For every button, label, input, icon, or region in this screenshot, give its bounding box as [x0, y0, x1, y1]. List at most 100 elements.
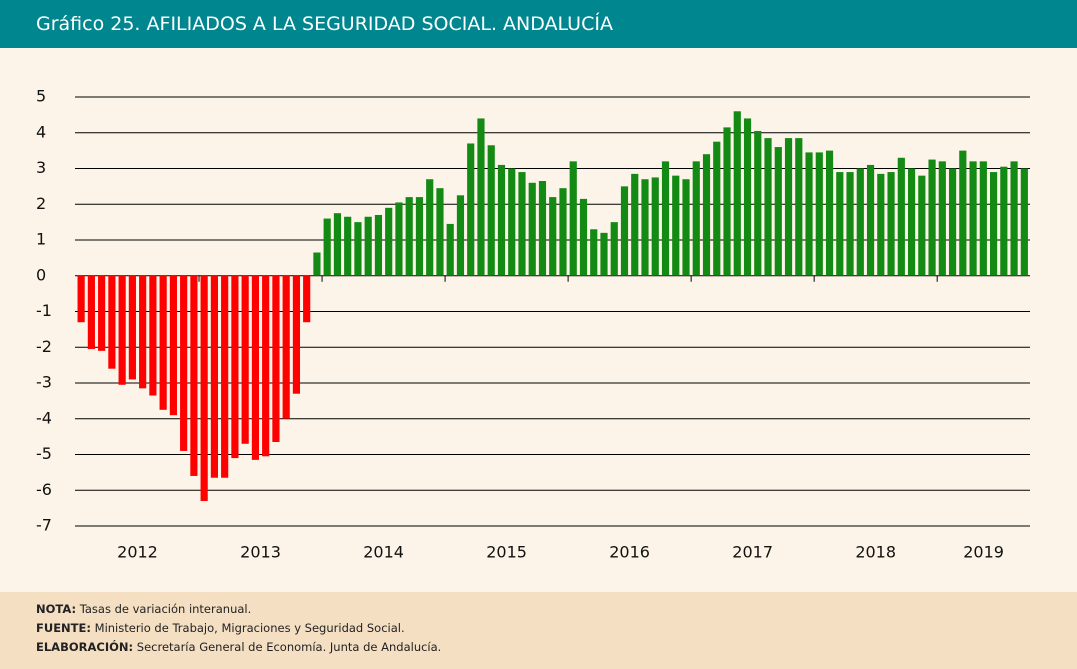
y-tick-label: -2 — [36, 337, 52, 356]
x-tick-label: 2014 — [363, 543, 404, 562]
bar — [815, 152, 823, 276]
note-text: Secretaría General de Economía. Junta de… — [136, 640, 442, 654]
note-label: FUENTE: — [36, 621, 91, 635]
bar — [354, 222, 362, 276]
bar — [764, 138, 772, 276]
bar — [518, 172, 526, 276]
bar — [1020, 168, 1028, 276]
bar — [446, 223, 454, 276]
bar — [897, 157, 905, 276]
bar — [487, 145, 495, 276]
bar — [692, 161, 700, 276]
y-tick-label: 5 — [36, 87, 46, 106]
bar — [415, 197, 424, 276]
bar — [405, 197, 413, 276]
note-label: NOTA: — [36, 602, 77, 616]
bar — [180, 275, 188, 451]
note: ELABORACIÓN: Secretaría General de Econo… — [36, 638, 1077, 657]
bar — [651, 177, 659, 276]
bar — [959, 150, 967, 276]
bar — [856, 168, 864, 276]
bar — [620, 186, 629, 276]
note: NOTA: Tasas de variación interanual. — [36, 600, 1077, 619]
bar — [139, 275, 147, 389]
bar — [395, 202, 403, 276]
bar — [385, 207, 393, 276]
bar — [918, 175, 926, 276]
bar — [989, 172, 998, 276]
chart: -7 -6 -5 -4 -3 -2 -1 0 1 2 3 4 5 2012 2013 2014 2015 2016… — [36, 87, 1030, 562]
bar — [456, 195, 465, 276]
bar — [774, 147, 782, 276]
y-tick-label: 3 — [36, 158, 46, 177]
y-tick-label: -5 — [36, 444, 52, 463]
y-tick-label: -6 — [36, 480, 52, 499]
bar — [631, 173, 639, 276]
bar — [559, 188, 567, 276]
bar — [87, 275, 95, 350]
x-tick-label: 2016 — [609, 543, 650, 562]
note-label: ELABORACIÓN: — [36, 640, 134, 654]
bar — [364, 216, 372, 276]
bar — [877, 173, 885, 276]
bar — [1010, 161, 1018, 276]
bar — [948, 168, 957, 276]
bar — [590, 229, 598, 276]
bar — [928, 159, 936, 276]
bar — [610, 222, 618, 276]
bar — [979, 161, 987, 276]
bar — [282, 275, 290, 419]
x-tick-label: 2012 — [117, 543, 158, 562]
y-tick-label: 1 — [36, 230, 46, 249]
bar — [467, 143, 475, 276]
bar — [579, 198, 588, 276]
bar — [323, 218, 331, 276]
bar — [128, 275, 136, 380]
bar — [292, 275, 301, 394]
bar — [497, 164, 506, 276]
bar — [754, 130, 762, 276]
bar — [169, 275, 177, 416]
bar — [77, 275, 85, 323]
bar — [538, 181, 547, 276]
bar — [866, 164, 875, 276]
note-text: Ministerio de Trabajo, Migraciones y Seg… — [94, 621, 405, 635]
bar — [795, 138, 803, 276]
bar — [938, 161, 946, 276]
bar — [108, 275, 116, 369]
bar — [200, 275, 208, 501]
bar — [672, 175, 680, 276]
bar — [569, 161, 577, 276]
bar — [374, 214, 383, 276]
bar — [743, 118, 752, 276]
bar — [149, 275, 157, 396]
x-tick-label: 2018 — [855, 543, 896, 562]
bar — [436, 188, 444, 276]
bar — [508, 168, 516, 276]
bar — [241, 275, 249, 444]
bar — [836, 172, 844, 276]
bar — [805, 152, 813, 276]
bar — [723, 127, 731, 276]
bar — [221, 275, 229, 478]
y-tick-label: 4 — [36, 122, 46, 141]
y-tick-label: -3 — [36, 373, 52, 392]
bar — [661, 161, 670, 276]
notes: NOTA: Tasas de variación interanual. FUE… — [0, 592, 1077, 669]
bar — [426, 179, 434, 276]
bar — [190, 275, 198, 476]
bar — [733, 111, 741, 276]
y-tick-label: -1 — [36, 301, 52, 320]
bar — [846, 172, 854, 276]
bar — [344, 216, 352, 276]
bar — [272, 275, 280, 442]
bar — [907, 168, 916, 276]
bar — [784, 138, 793, 276]
bar — [528, 182, 536, 276]
bar — [303, 275, 311, 323]
note: FUENTE: Ministerio de Trabajo, Migracion… — [36, 619, 1077, 638]
bar — [600, 232, 608, 276]
bar — [713, 141, 721, 276]
bar — [969, 161, 977, 276]
y-tick-label: -7 — [36, 516, 52, 535]
